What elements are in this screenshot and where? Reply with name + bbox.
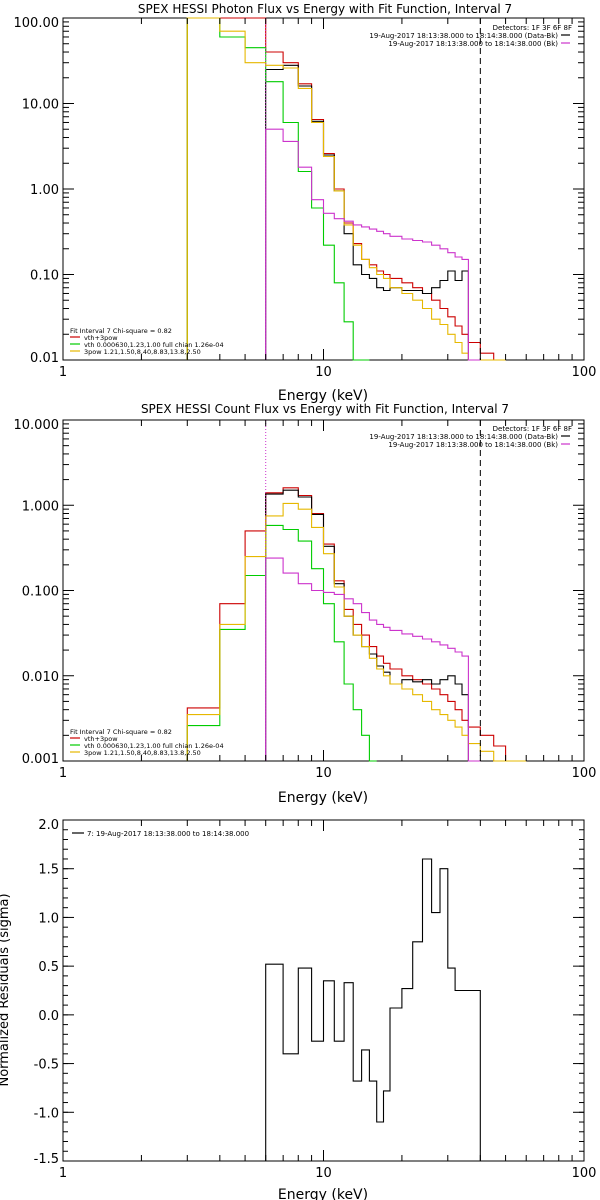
panel-1-marker-lines bbox=[265, 18, 481, 360]
panel-3-y-tick-label: 1.5 bbox=[38, 863, 59, 878]
panel-3-legend: 7: 19-Aug-2017 18:13:38.000 to 18:14:38.… bbox=[72, 830, 249, 838]
panel-2-series-group bbox=[186, 487, 527, 762]
panel-3-x-tick-label: 100 bbox=[572, 1166, 597, 1181]
panel-1-legend-top: Detectors: 1F 3F 6F 8F 19-Aug-2017 18:13… bbox=[369, 24, 572, 48]
panel-1-series-vth bbox=[186, 17, 370, 361]
panel-1-title: SPEX HESSI Photon Flux vs Energy with Fi… bbox=[138, 2, 512, 16]
panel-2-legend-bottom: Fit Interval 7 Chi-square = 0.82 vth+3po… bbox=[70, 728, 224, 757]
panel-2-series-vth-3pow bbox=[186, 487, 527, 762]
panel-3-series-residuals bbox=[265, 858, 481, 1161]
panel-1-legend-3pow: 3pow 1.21,1.50,8.40,8.83,13.8,2.50 bbox=[84, 348, 201, 356]
panel-3-y-tick-label: 1.0 bbox=[38, 911, 59, 926]
panel-2-series-bk bbox=[265, 557, 481, 762]
panel-1-x-tick-label: 1 bbox=[59, 365, 67, 380]
panel-2-legend-fit-interval: Fit Interval 7 Chi-square = 0.82 bbox=[70, 728, 172, 736]
panel-3-y-tick-label: 0.0 bbox=[38, 1009, 59, 1024]
panel-residuals: 1 10 100 -1.5 -1.0 -0.5 0.0 0.5 1.0 1.5 2.0 Energ… bbox=[0, 818, 596, 1200]
panel-photon-flux: SPEX HESSI Photon Flux vs Energy with Fi… bbox=[14, 2, 597, 404]
panel-1-legend-vth: vth 0.000630,1.23,1.00 full chian 1.26e-… bbox=[84, 341, 224, 349]
panel-1-series-data-bk bbox=[265, 64, 469, 360]
panel-3-y-ticks: -1.5 -1.0 -0.5 0.0 0.5 1.0 1.5 2.0 bbox=[34, 818, 584, 1167]
panel-2-legend-3pow: 3pow 1.21,1.50,8.40,8.83,13.8,2.50 bbox=[84, 749, 201, 757]
panel-1-legend-bottom: Fit Interval 7 Chi-square = 0.82 vth+3po… bbox=[70, 327, 224, 356]
panel-1-x-tick-label: 100 bbox=[572, 365, 597, 380]
panel-2-x-axis-label: Energy (keV) bbox=[278, 790, 368, 806]
panel-2-marker-lines bbox=[265, 420, 481, 761]
panel-1-y-tick-label: 0.10 bbox=[30, 269, 59, 284]
panel-1-legend-data-bk: 19-Aug-2017 18:13:38.000 to 18:14:38.000… bbox=[369, 32, 558, 40]
panel-count-flux: SPEX HESSI Count Flux vs Energy with Fit… bbox=[14, 402, 597, 806]
panel-1-series-bk bbox=[265, 128, 481, 361]
panel-3-x-axis-label: Energy (keV) bbox=[278, 1187, 368, 1200]
panel-3-y-tick-label: -1.5 bbox=[34, 1152, 59, 1167]
panel-2-y-tick-label: 0.100 bbox=[22, 585, 59, 600]
panel-2-y-tick-label: 1.000 bbox=[22, 499, 59, 514]
panel-1-legend-bk: 19-Aug-2017 18:13:38.000 to 18:14:38.000… bbox=[388, 40, 558, 48]
panel-1-y-ticks: 0.01 0.10 1.00 10.00 100.00 bbox=[14, 16, 584, 366]
panel-3-y-tick-label: -1.0 bbox=[34, 1106, 59, 1121]
panel-2-legend-bk: 19-Aug-2017 18:13:38.000 to 18:14:38.000… bbox=[388, 441, 558, 449]
panel-2-legend-vth: vth 0.000630,1.23,1.00 full chian 1.26e-… bbox=[84, 742, 224, 750]
panel-2-x-ticks: 1 10 100 bbox=[59, 420, 597, 781]
panel-1-legend-fit-interval: Fit Interval 7 Chi-square = 0.82 bbox=[70, 327, 172, 335]
panel-3-y-tick-label: 2.0 bbox=[38, 818, 59, 833]
panel-2-x-tick-label: 10 bbox=[315, 766, 332, 781]
panel-1-y-tick-label: 1.00 bbox=[30, 183, 59, 198]
panel-2-x-tick-label: 100 bbox=[572, 766, 597, 781]
panel-2-y-tick-label: 0.001 bbox=[22, 752, 59, 767]
panel-3-legend-label: 7: 19-Aug-2017 18:13:38.000 to 18:14:38.… bbox=[87, 830, 249, 838]
panel-1-legend-detectors: Detectors: 1F 3F 6F 8F bbox=[493, 24, 572, 32]
panel-2-series-3pow bbox=[186, 502, 527, 762]
panel-3-x-tick-label: 1 bbox=[59, 1166, 67, 1181]
panel-2-x-tick-label: 1 bbox=[59, 766, 67, 781]
panel-2-y-tick-label: 10.000 bbox=[14, 418, 60, 433]
panel-1-x-axis-label: Energy (keV) bbox=[278, 388, 368, 404]
panel-2-series-data-bk bbox=[265, 489, 469, 761]
panel-2-legend-total: vth+3pow bbox=[84, 735, 118, 743]
panel-3-series-group bbox=[265, 858, 481, 1161]
panel-1-plot-frame bbox=[62, 17, 585, 361]
panel-1-series-3pow bbox=[186, 17, 506, 361]
panel-3-y-tick-label: 0.5 bbox=[38, 960, 59, 975]
panel-2-series-vth bbox=[186, 524, 377, 762]
panel-1-y-tick-label: 0.01 bbox=[30, 351, 59, 366]
panel-1-x-tick-label: 10 bbox=[315, 365, 332, 380]
panel-1-series-vth-3pow bbox=[186, 17, 506, 361]
panel-2-y-tick-label: 0.010 bbox=[22, 670, 59, 685]
panel-1-legend-total: vth+3pow bbox=[84, 334, 118, 342]
panel-2-legend-data-bk: 19-Aug-2017 18:13:38.000 to 18:14:38.000… bbox=[369, 433, 558, 441]
panel-2-legend-top: Detectors: 1F 3F 6F 8F 19-Aug-2017 18:13… bbox=[369, 425, 572, 449]
panel-2-legend-detectors: Detectors: 1F 3F 6F 8F bbox=[493, 425, 572, 433]
panel-2-title: SPEX HESSI Count Flux vs Energy with Fit… bbox=[141, 402, 509, 416]
panel-1-y-tick-label: 10.00 bbox=[22, 98, 59, 113]
panel-3-y-axis-label: Normalized Residuals (sigma) bbox=[0, 893, 12, 1086]
panel-1-x-ticks: 1 10 100 bbox=[59, 18, 597, 380]
panel-1-series-group bbox=[186, 17, 506, 361]
panel-3-x-ticks: 1 10 100 bbox=[59, 820, 597, 1181]
panel-3-x-tick-label: 10 bbox=[315, 1166, 332, 1181]
panel-2-y-ticks: 0.001 0.010 0.100 1.000 10.000 bbox=[14, 418, 584, 767]
panel-3-y-tick-label: -0.5 bbox=[34, 1058, 59, 1073]
panel-1-y-tick-label: 100.00 bbox=[14, 16, 60, 31]
